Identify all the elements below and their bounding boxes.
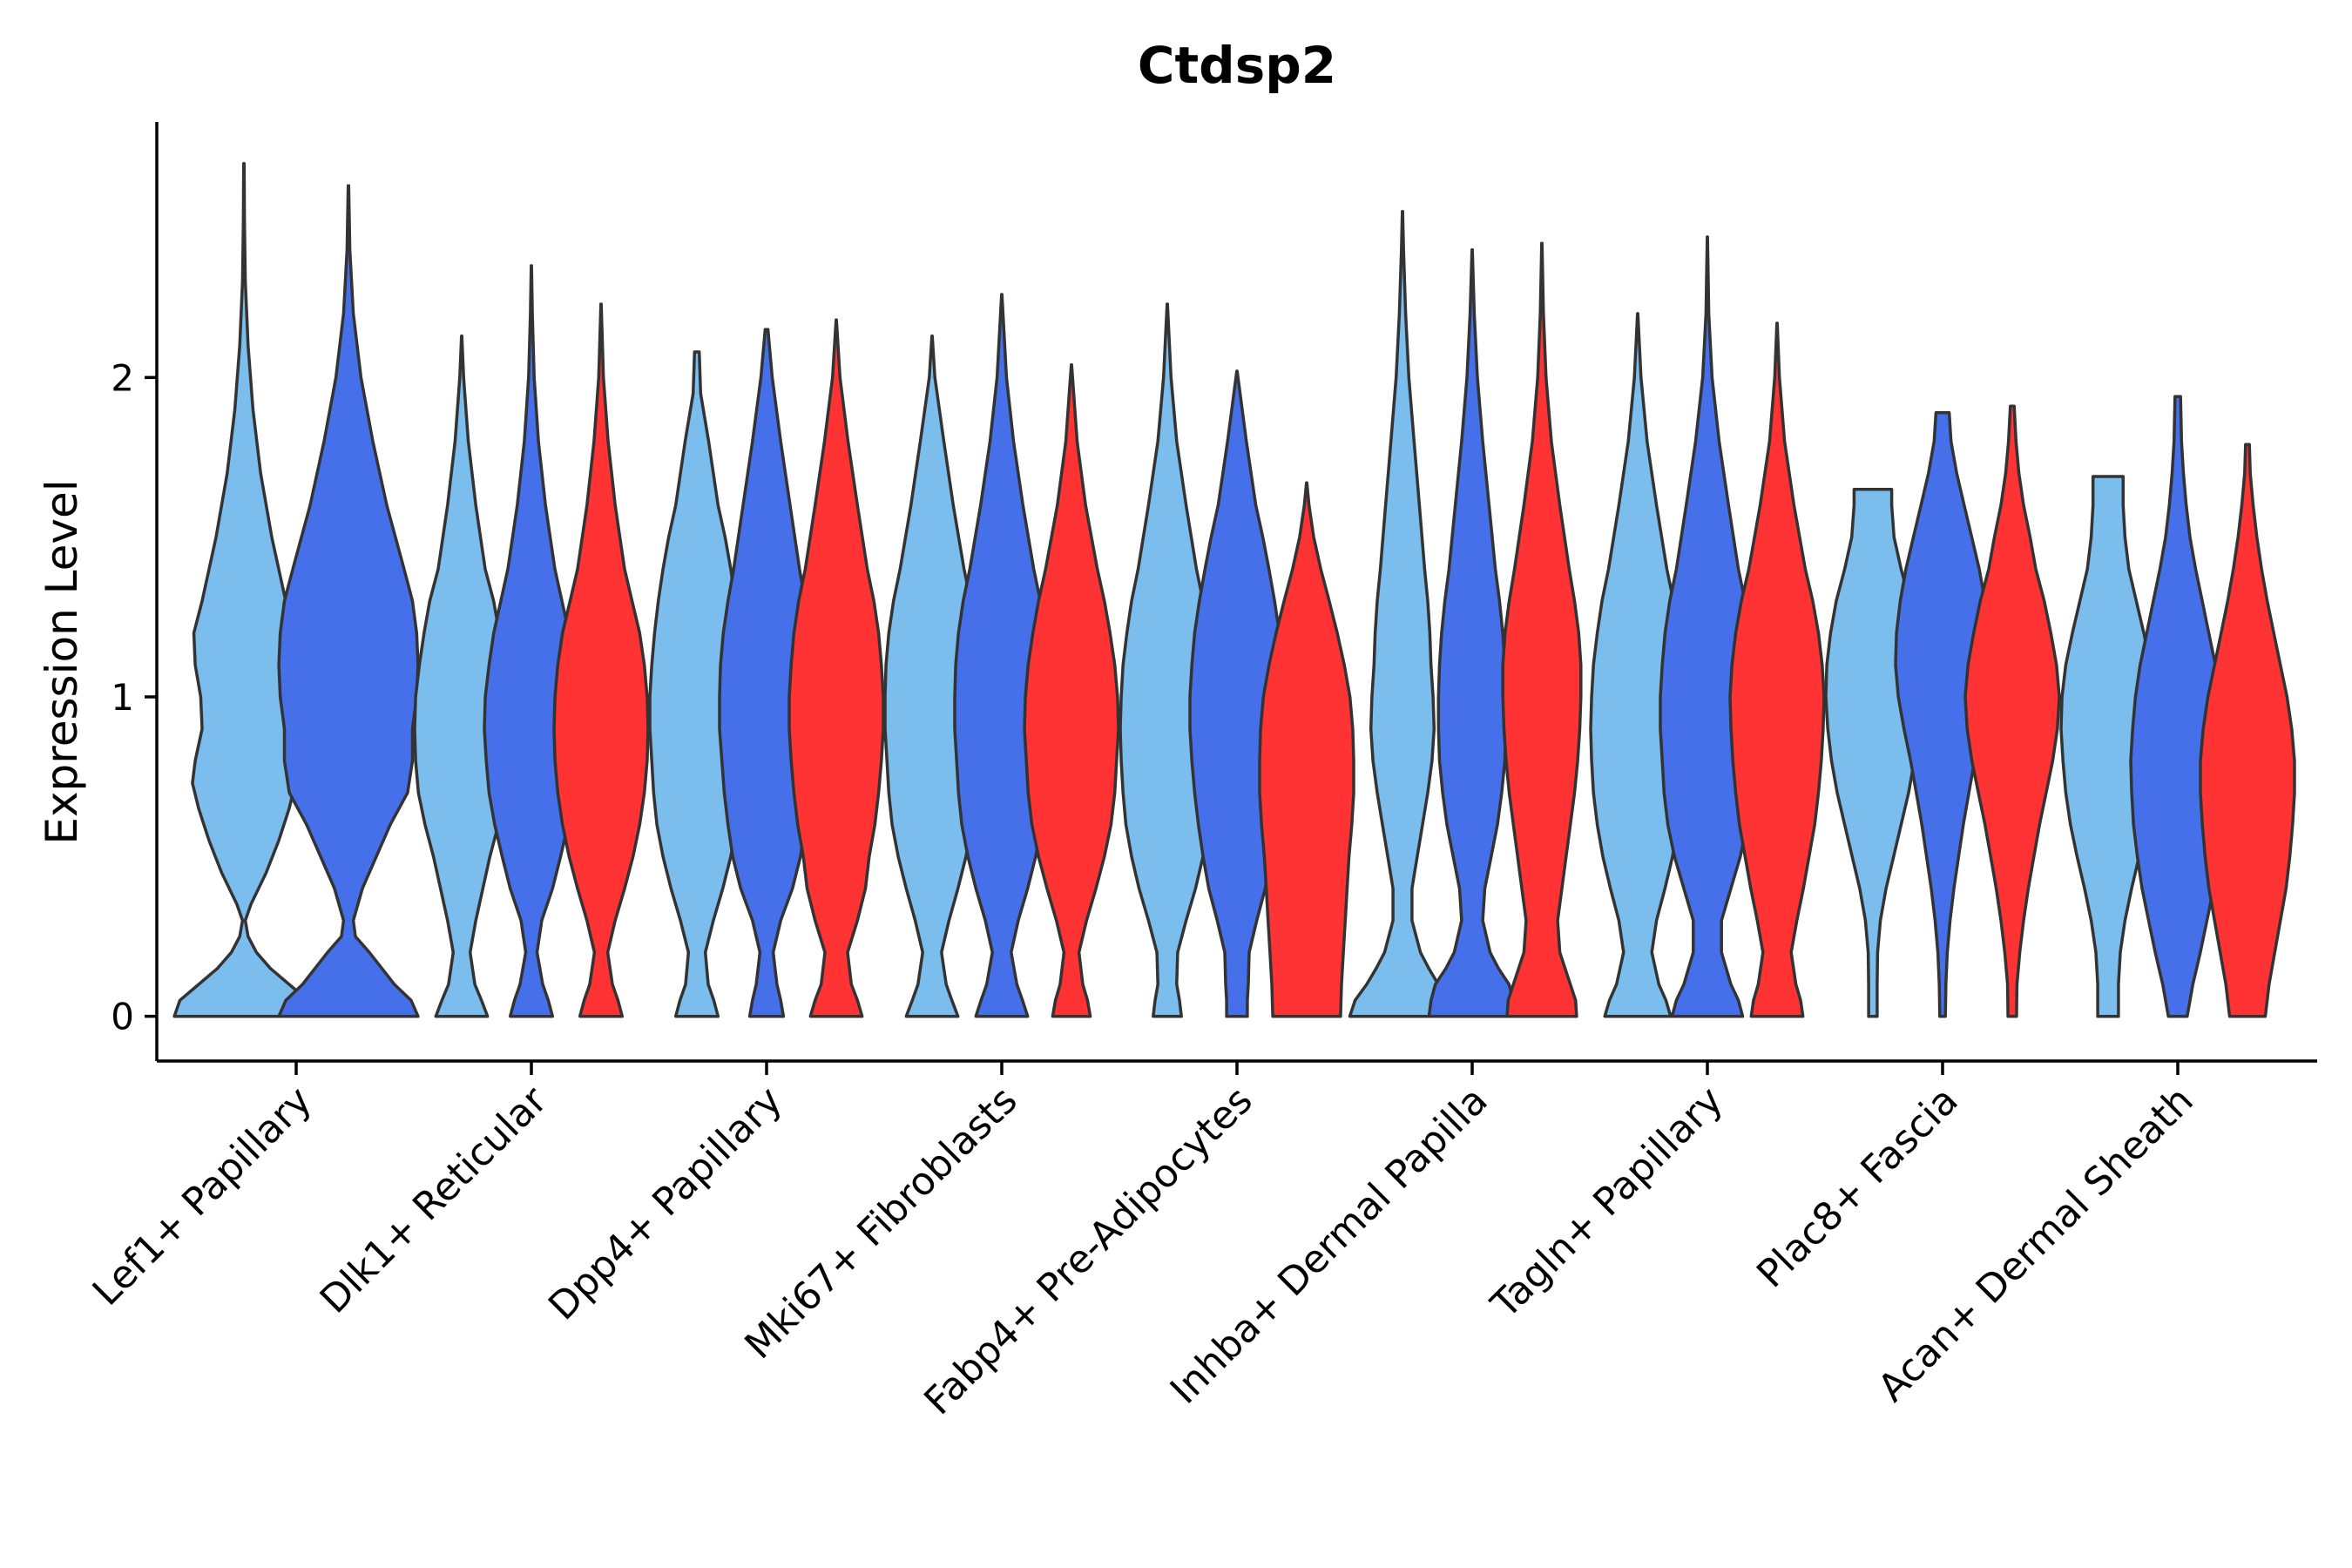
violin-2-1 bbox=[413, 334, 510, 1018]
x-tick-label: Tagln+ Papillary bbox=[1483, 1078, 1732, 1328]
chart-title: Ctdsp2 bbox=[1138, 36, 1336, 95]
y-ticks: 0 1 2 bbox=[111, 356, 157, 1038]
x-tick-label: Dlk1+ Reticular bbox=[312, 1078, 557, 1322]
violin-group bbox=[172, 161, 2296, 1018]
violin-8-2 bbox=[1894, 410, 1991, 1018]
violin-4-3 bbox=[1023, 362, 1120, 1018]
y-tick-label: 1 bbox=[111, 676, 134, 719]
x-tick-label: Lef1+ Papillary bbox=[84, 1078, 321, 1315]
x-tick-label: Dpp4+ Papillary bbox=[540, 1078, 791, 1329]
violin-9-3 bbox=[2199, 443, 2296, 1018]
violin-6-2 bbox=[1427, 247, 1517, 1018]
y-tick-label: 2 bbox=[111, 356, 134, 399]
violin-2-3 bbox=[552, 302, 650, 1018]
violin-1-1 bbox=[172, 161, 315, 1018]
violin-7-3 bbox=[1728, 321, 1826, 1018]
y-tick-label: 0 bbox=[111, 996, 134, 1038]
violin-6-3 bbox=[1501, 241, 1583, 1018]
violin-5-3 bbox=[1258, 481, 1355, 1018]
violin-8-3 bbox=[1963, 404, 2061, 1018]
violin-3-3 bbox=[787, 318, 885, 1018]
violin-1-2 bbox=[277, 184, 420, 1018]
y-axis-label: Expression Level bbox=[37, 479, 87, 844]
x-tick-label: Plac8+ Fascia bbox=[1748, 1078, 1967, 1297]
violin-6-1 bbox=[1348, 209, 1457, 1018]
